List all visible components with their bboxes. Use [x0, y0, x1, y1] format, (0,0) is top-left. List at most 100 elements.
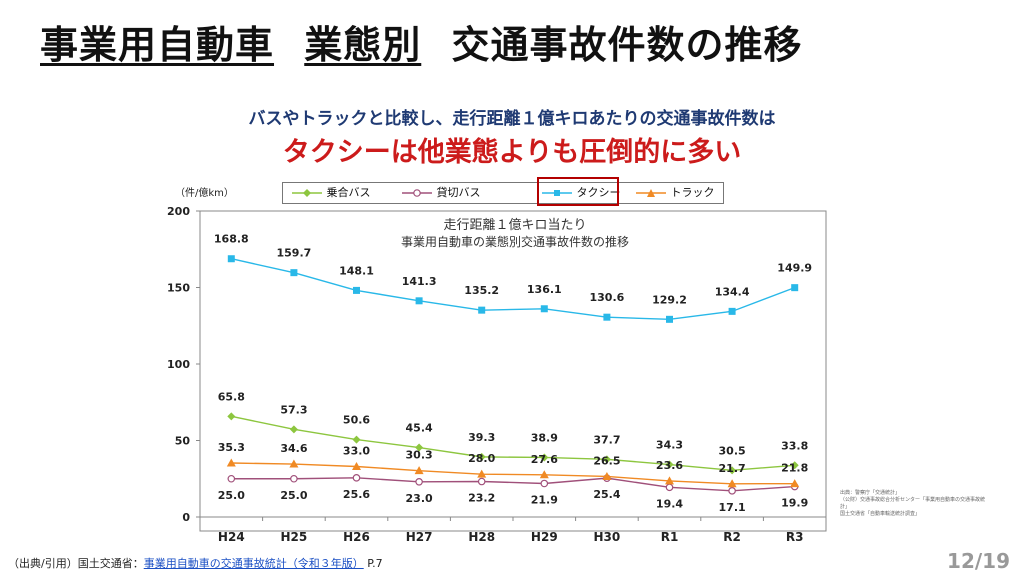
y-tick-label: 50	[175, 435, 191, 448]
x-tick-label: R2	[723, 530, 741, 544]
data-label: 50.6	[343, 414, 370, 427]
data-label: 38.9	[531, 431, 558, 444]
y-tick-label: 0	[182, 511, 190, 524]
data-point	[226, 458, 236, 467]
series-1: 25.0 25.0 25.6 23.0 23.2 21.9 25.4 19.4 17.1 19.9	[218, 474, 808, 514]
data-label: 19.4	[656, 497, 683, 510]
y-axis-unit: （件/億km）	[175, 188, 234, 199]
data-point	[666, 315, 673, 323]
data-label: 25.6	[343, 488, 370, 501]
data-point	[728, 307, 736, 315]
data-label: 33.0	[343, 445, 370, 458]
title-part-1: 事業用自動車	[40, 23, 275, 67]
data-label: 26.5	[593, 454, 620, 467]
series-2: 168.8 159.7 148.1 141.3 135.2 136.1 130.6 129.2…	[214, 233, 812, 323]
data-label: 28.0	[468, 452, 495, 465]
data-point	[790, 479, 800, 488]
legend-marker-circle-icon	[402, 189, 432, 197]
data-label: 130.6	[590, 291, 625, 304]
data-point	[665, 476, 674, 485]
source-note: 出典：警察庁「交通統計」 （公財）交通事故総合分析センター「事業用自動車の交通事…	[840, 490, 990, 518]
data-point	[540, 479, 549, 488]
title-part-2: 業態別	[304, 23, 422, 67]
legend-label: 乗合バス	[326, 186, 371, 199]
source-link[interactable]: 事業用自動車の交通事故統計（令和３年版）	[143, 557, 364, 570]
data-point	[665, 460, 674, 469]
series-line	[231, 415, 795, 472]
data-point	[352, 435, 361, 444]
page-number: 12/19	[947, 549, 1010, 573]
data-point	[602, 455, 611, 464]
data-label: 129.2	[652, 293, 687, 306]
data-point	[352, 474, 361, 482]
data-label: 19.9	[781, 497, 808, 510]
title-part-3: 交通事故件数の推移	[451, 23, 803, 67]
chart-subtitle: 事業用自動車の業態別交通事故件数の推移	[401, 234, 629, 249]
data-label: 168.8	[214, 233, 249, 246]
data-label: 33.8	[781, 439, 808, 452]
source-note-line: 出典：警察庁「交通統計」	[840, 490, 901, 496]
y-tick-label: 150	[167, 282, 190, 295]
data-point	[415, 478, 423, 486]
footer-prefix: （出典/引用）国土交通省：	[8, 557, 144, 570]
source-note-line: （公財）交通事故総合分析センター「事業用自動車の交通事故統計」	[840, 497, 986, 510]
source-note-line: 国土交通省「自動車輸送統計調査」	[840, 511, 921, 517]
data-point	[477, 452, 486, 461]
data-label: 39.3	[468, 431, 495, 444]
headline: タクシーは他業態よりも圧倒的に多い	[282, 137, 742, 168]
data-point	[227, 474, 236, 483]
data-point	[728, 466, 737, 475]
data-label: 148.1	[339, 264, 374, 277]
data-point	[227, 412, 236, 421]
legend-marker-square-icon	[542, 190, 572, 196]
data-point	[727, 479, 737, 488]
data-label: 34.6	[280, 442, 307, 455]
data-point	[227, 255, 235, 263]
data-label: 141.3	[402, 275, 437, 288]
x-tick-label: H28	[468, 530, 495, 544]
data-label: 25.0	[218, 489, 245, 502]
y-tick-label: 200	[167, 205, 190, 218]
legend-label: 貸切バス	[436, 186, 481, 199]
data-label: 35.3	[218, 441, 245, 454]
data-label: 21.8	[781, 462, 808, 475]
data-label: 27.6	[531, 453, 558, 466]
data-point	[602, 471, 612, 480]
data-point	[290, 474, 298, 483]
legend-item-truck: トラック	[635, 183, 715, 203]
series-0: 65.8 57.3 50.6 45.4 39.3 38.9 37.7 34.3 30.5 33.8	[218, 390, 808, 475]
subtitle: バスやトラックと比較し、走行距離１億キロあたりの交通事故件数は	[248, 109, 776, 129]
data-label: 159.7	[277, 247, 312, 260]
data-label: 30.5	[719, 444, 746, 457]
x-tick-label: R1	[661, 530, 679, 544]
series-line	[231, 258, 795, 321]
data-point	[540, 305, 548, 313]
legend-label: トラック	[670, 186, 715, 199]
data-point	[353, 286, 360, 294]
legend-item-bus: 乗合バス	[291, 183, 371, 203]
x-tick-label: R3	[786, 530, 804, 544]
data-point	[289, 425, 298, 434]
data-label: 23.0	[406, 492, 433, 505]
data-label: 25.4	[593, 488, 620, 501]
x-tick-label: H26	[343, 530, 370, 544]
data-label: 21.9	[531, 493, 558, 506]
data-label: 23.2	[468, 492, 495, 505]
data-label: 57.3	[280, 403, 307, 416]
x-tick-label: H29	[531, 530, 558, 544]
chart-title: 走行距離１億キロ当たり	[443, 217, 586, 233]
data-label: 30.3	[406, 449, 433, 462]
data-point	[290, 269, 298, 277]
data-label: 136.1	[527, 283, 562, 296]
data-point	[477, 477, 486, 486]
x-tick-label: H25	[281, 530, 308, 544]
data-label: 37.7	[593, 433, 620, 446]
data-point	[478, 306, 486, 314]
data-label: 65.8	[218, 390, 245, 403]
data-label: 134.4	[715, 285, 750, 298]
data-point	[539, 470, 549, 479]
legend-item-charter-bus: 貸切バス	[401, 183, 481, 203]
data-label: 149.9	[777, 262, 812, 275]
chart-legend: 乗合バス 貸切バス タクシー トラック	[282, 182, 724, 204]
